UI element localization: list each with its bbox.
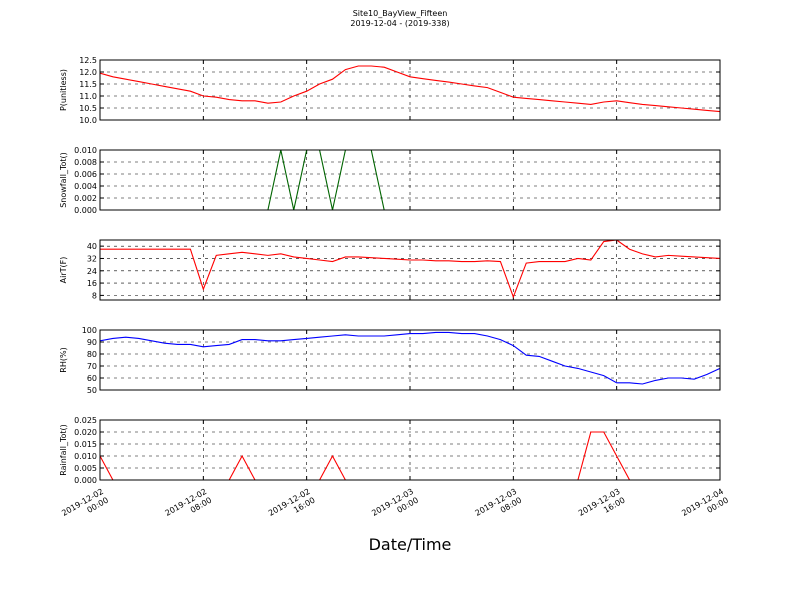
y-tick-label: 11.5	[79, 80, 97, 89]
data-line	[100, 65, 720, 113]
y-axis-label: Rainfall_Tot()	[59, 424, 68, 476]
y-tick-label: 0.020	[74, 428, 97, 437]
y-tick-label: 10.5	[79, 104, 97, 113]
y-tick-label: 0.004	[74, 182, 97, 191]
y-tick-label: 100	[82, 326, 97, 335]
y-tick-label: 24	[87, 267, 97, 276]
y-tick-label: 0.025	[74, 416, 97, 425]
axes-frame	[99, 329, 721, 391]
y-tick-label: 0.006	[74, 170, 97, 179]
y-tick-label: 80	[87, 350, 97, 359]
y-tick-label: 0.002	[74, 194, 97, 203]
y-axis-label: P(unitless)	[59, 69, 68, 111]
data-line	[100, 431, 720, 480]
y-tick-label: 0.010	[74, 452, 97, 461]
chart-title: Site10_BayView_Fifteen	[353, 9, 448, 18]
y-tick-label: 8	[92, 291, 97, 300]
data-line	[100, 331, 720, 385]
data-line	[100, 240, 720, 299]
y-tick-label: 10.0	[79, 116, 97, 125]
y-tick-label: 40	[87, 242, 97, 251]
y-tick-label: 12.0	[79, 68, 97, 77]
y-tick-label: 11.0	[79, 92, 97, 101]
y-axis-label: AirT(F)	[59, 257, 68, 284]
y-tick-label: 0.008	[74, 158, 97, 167]
y-tick-label: 0.000	[74, 476, 97, 485]
y-axis-label: RH(%)	[59, 347, 68, 372]
axes-frame	[99, 149, 721, 211]
y-tick-label: 50	[87, 386, 97, 395]
y-tick-label: 70	[87, 362, 97, 371]
axes-frame	[99, 59, 721, 121]
y-tick-label: 0.010	[74, 146, 97, 155]
y-tick-label: 16	[87, 279, 97, 288]
y-tick-label: 0.005	[74, 464, 97, 473]
chart-subtitle: 2019-12-04 - (2019-338)	[350, 19, 449, 28]
y-tick-label: 0.015	[74, 440, 97, 449]
axes-frame	[99, 419, 721, 481]
y-axis-label: Snowfall_Tot()	[59, 152, 68, 208]
y-tick-label: 90	[87, 338, 97, 347]
y-tick-label: 12.5	[79, 56, 97, 65]
x-axis-label: Date/Time	[369, 535, 452, 554]
y-tick-label: 32	[87, 254, 97, 263]
y-tick-label: 60	[87, 374, 97, 383]
y-tick-label: 0.000	[74, 206, 97, 215]
axes-frame	[99, 239, 721, 301]
